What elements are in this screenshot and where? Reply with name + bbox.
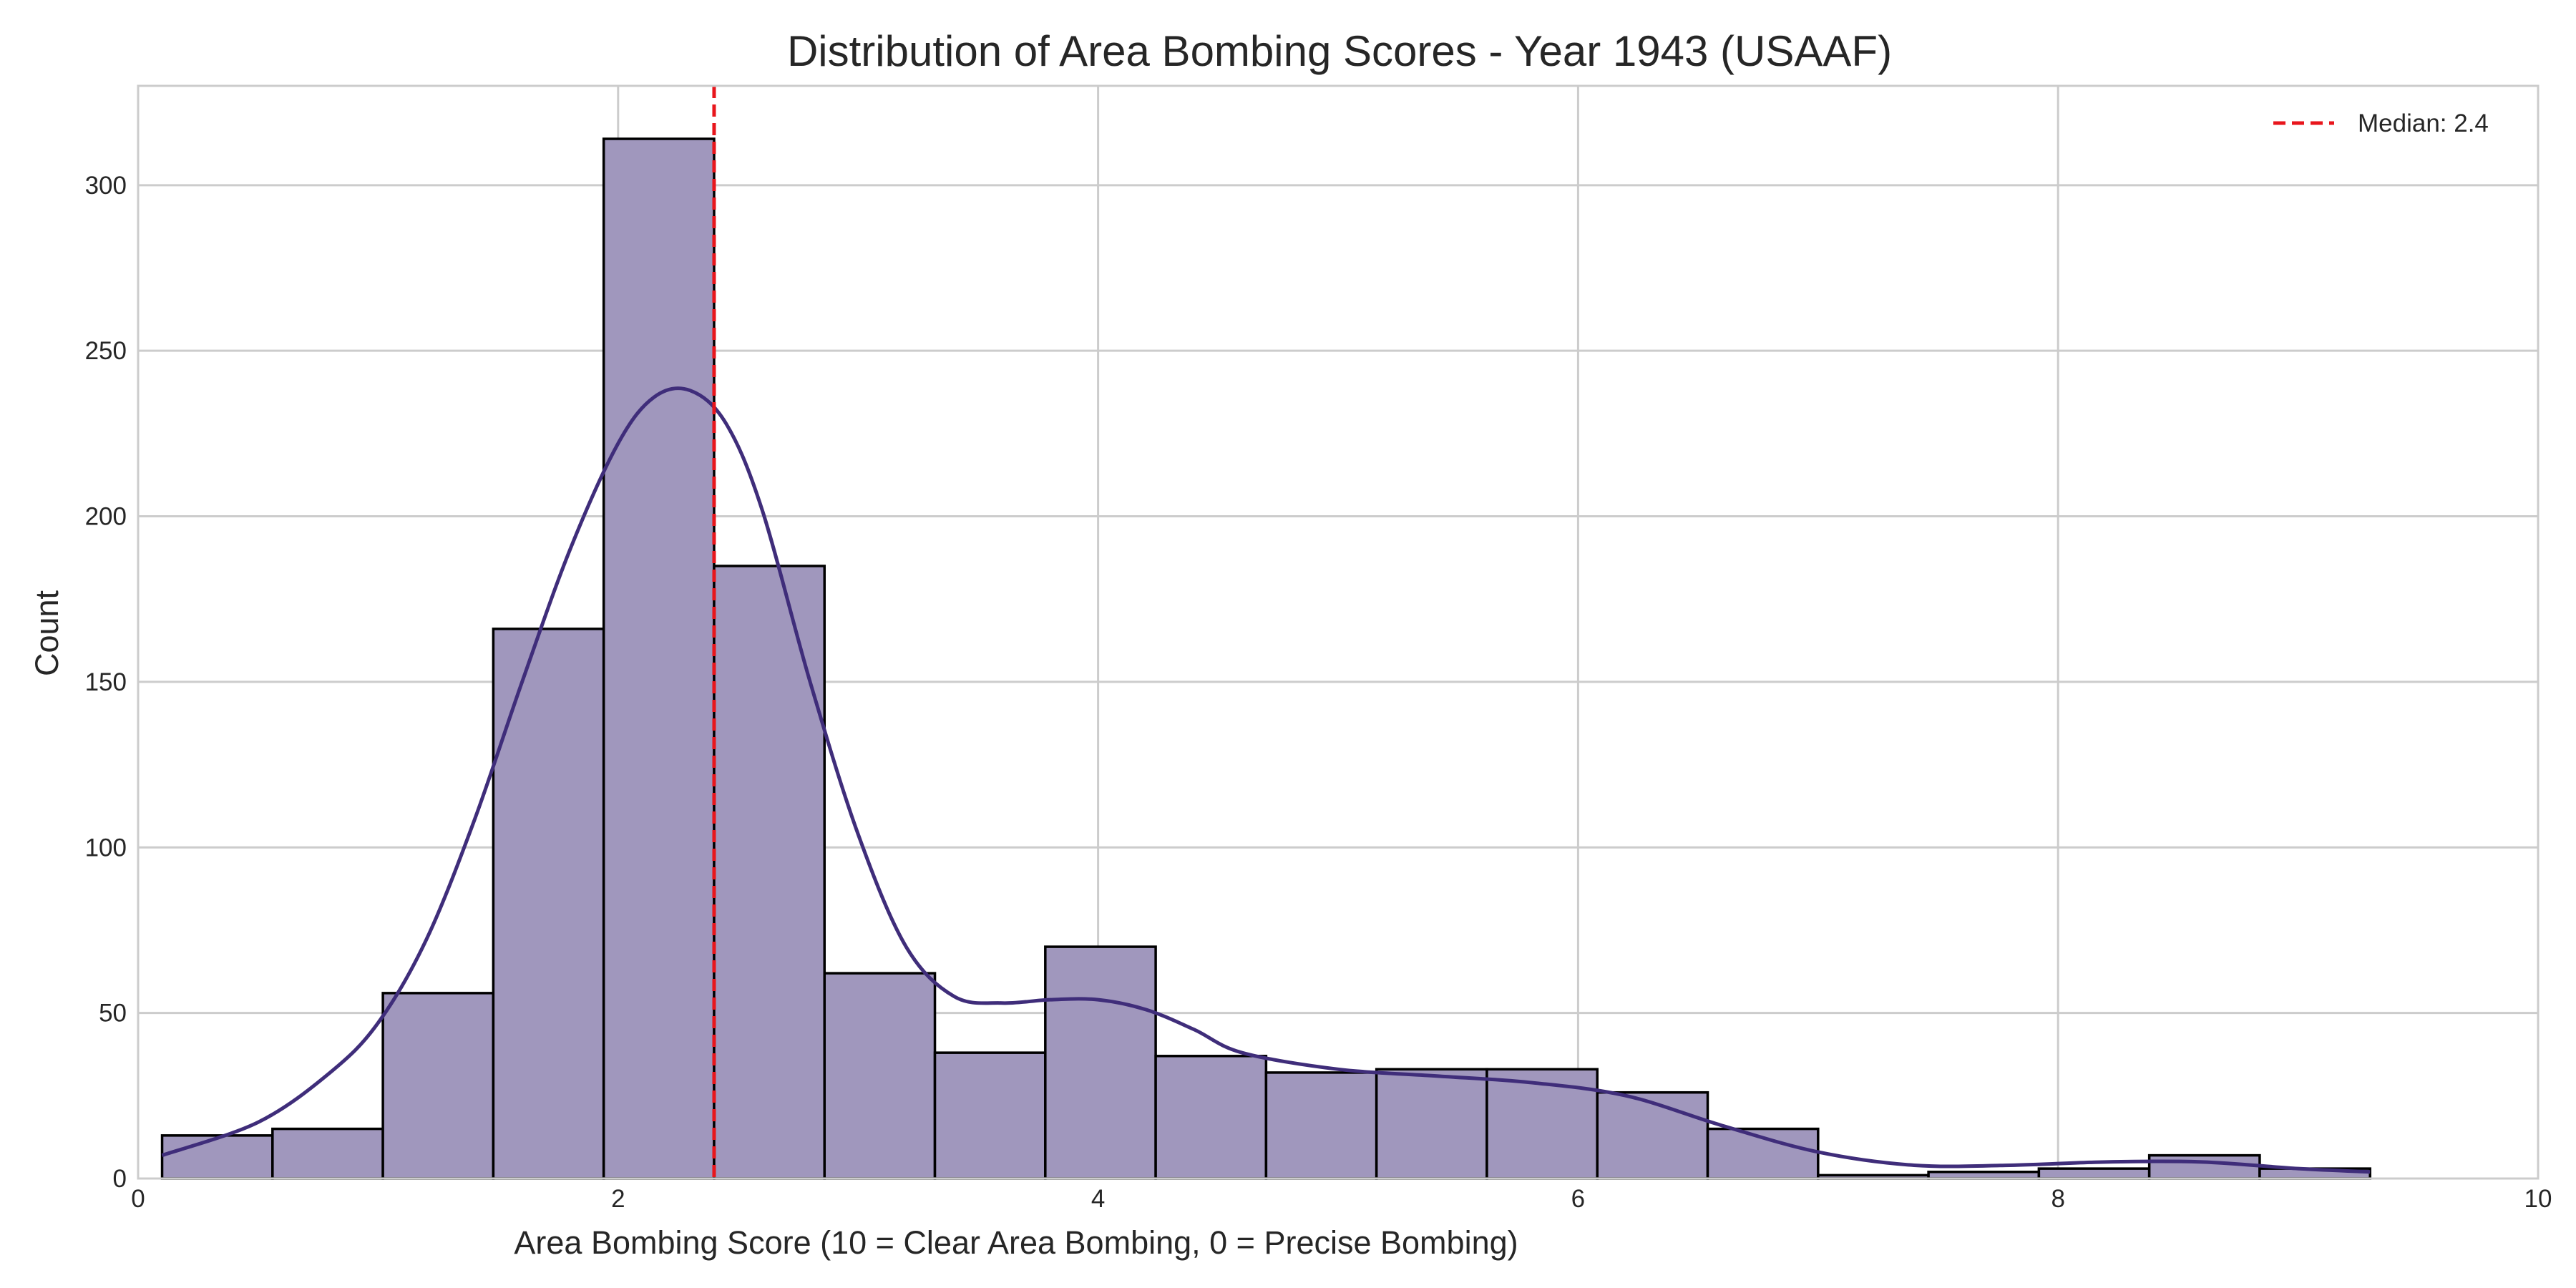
histogram-bar xyxy=(1375,1068,1488,1180)
x-tick-label: 2 xyxy=(611,1185,625,1213)
y-axis-title: Count xyxy=(29,590,65,676)
histogram-bars xyxy=(160,137,2371,1180)
x-tick-label: 0 xyxy=(131,1185,145,1213)
histogram-bar xyxy=(160,1134,274,1180)
kde-curve-group xyxy=(161,386,2371,1174)
kde-curve xyxy=(161,386,2371,1174)
histogram-bar xyxy=(713,565,826,1180)
y-tick-label: 100 xyxy=(85,834,127,862)
histogram-bar xyxy=(602,137,716,1180)
histogram-bar xyxy=(823,972,937,1180)
histogram-bar xyxy=(492,628,605,1180)
histogram-bar xyxy=(381,992,495,1180)
plot-area-frame xyxy=(137,84,2540,1180)
x-tick-label: 4 xyxy=(1091,1185,1105,1213)
histogram-bar xyxy=(2147,1153,2261,1180)
y-tick-label: 250 xyxy=(85,337,127,365)
histogram-bar xyxy=(933,1051,1047,1180)
histogram-bar xyxy=(1264,1071,1378,1180)
y-tick-label: 150 xyxy=(85,668,127,696)
histogram-bar xyxy=(1044,945,1157,1180)
x-tick-label: 10 xyxy=(2524,1185,2552,1213)
histogram-bar xyxy=(2037,1167,2151,1180)
y-tick-label: 300 xyxy=(85,172,127,200)
y-tick-label: 0 xyxy=(113,1165,127,1193)
histogram-bar xyxy=(271,1127,384,1180)
histogram-bar xyxy=(1485,1068,1599,1180)
legend-median-label: Median: 2.4 xyxy=(2358,109,2489,137)
y-tick-label: 200 xyxy=(85,503,127,531)
histogram-bar xyxy=(1596,1091,1709,1180)
x-tick-label: 6 xyxy=(1571,1185,1585,1213)
histogram-bar xyxy=(1154,1055,1268,1180)
legend: Median: 2.4 xyxy=(2273,109,2489,137)
x-axis-title: Area Bombing Score (10 = Clear Area Bomb… xyxy=(514,1224,1518,1261)
chart-title: Distribution of Area Bombing Scores - Ye… xyxy=(787,27,1892,75)
y-tick-label: 50 xyxy=(99,1000,127,1028)
x-tick-label: 8 xyxy=(2051,1185,2064,1213)
